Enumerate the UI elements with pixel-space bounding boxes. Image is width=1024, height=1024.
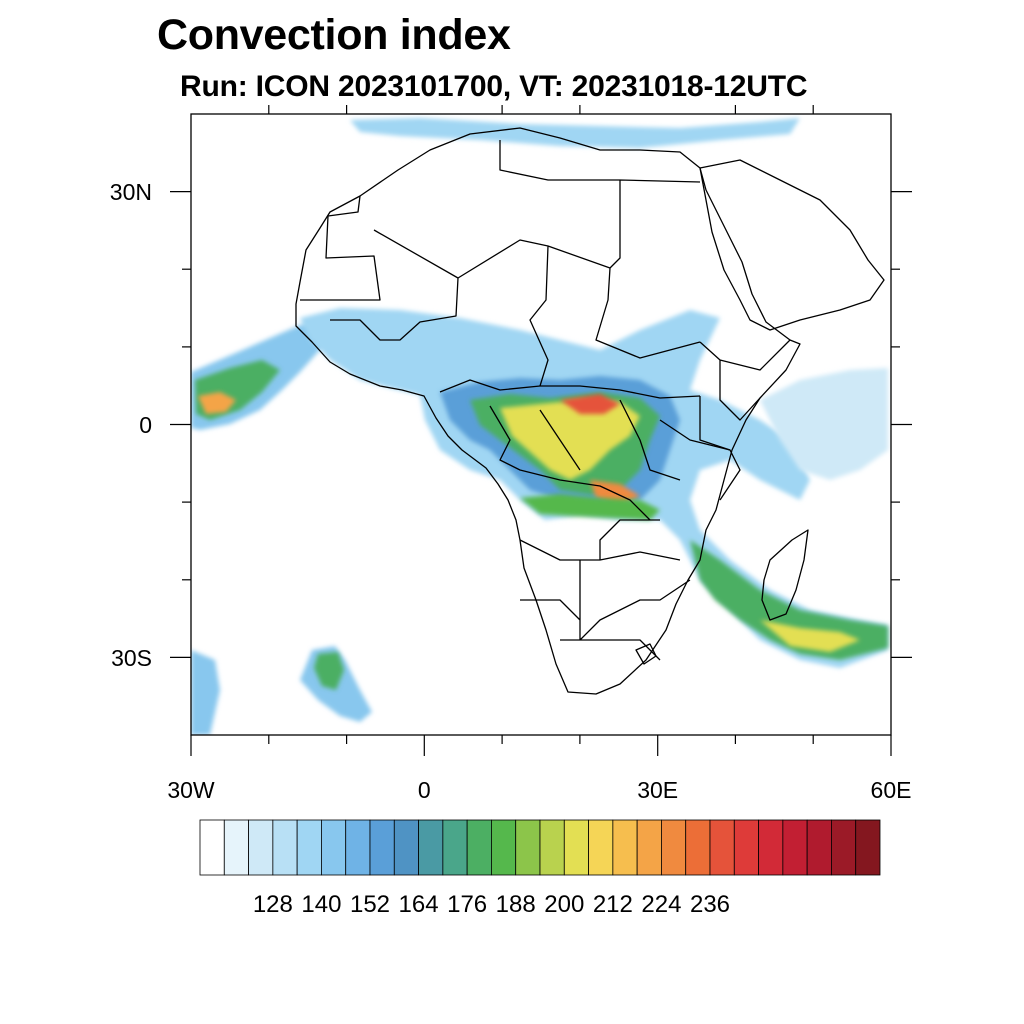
colorbar-swatch-25 (806, 819, 832, 876)
convection-area-congo-warm (500, 400, 640, 480)
convection-area-congo-peak (560, 394, 620, 414)
y-tick-label-30n: 30N (110, 179, 152, 205)
africa-coastline (295, 127, 801, 695)
colorbar (199, 819, 881, 876)
colorbar-swatch-19 (661, 819, 687, 876)
colorbar-swatch-13 (515, 819, 541, 876)
convection-area-indian-ocean (760, 368, 888, 480)
colorbar-swatch-6 (345, 819, 371, 876)
x-tick-label-0: 0 (418, 777, 431, 803)
colorbar-labels: 128 140 152 164 176 188 200 212 224 236 (253, 891, 730, 918)
colorbar-swatch-2 (248, 819, 274, 876)
colorbar-swatch-14 (539, 819, 565, 876)
colorbar-swatch-22 (733, 819, 759, 876)
arabia-outline (699, 159, 885, 331)
convection-area-southwest-corner (191, 650, 220, 735)
colorbar-swatch-20 (685, 819, 711, 876)
x-tick-label-30w: 30W (167, 777, 215, 803)
figure-title: Convection index (157, 11, 511, 59)
colorbar-swatch-1 (223, 819, 249, 876)
convection-area-atlantic-peak (198, 392, 236, 414)
x-tick-label-60e: 60E (871, 777, 912, 803)
colorbar-label-176: 176 (447, 891, 487, 918)
figure-subtitle: Run: ICON 2023101700, VT: 20231018-12UTC (180, 70, 808, 103)
colorbar-label-152: 152 (350, 891, 390, 918)
north-africa-borders (300, 140, 701, 387)
central-africa-borders (439, 379, 731, 521)
colorbar-swatch-18 (636, 819, 662, 876)
colorbar-label-212: 212 (593, 891, 633, 918)
colorbar-swatch-27 (855, 819, 881, 876)
colorbar-label-140: 140 (301, 891, 341, 918)
colorbar-swatch-23 (758, 819, 784, 876)
colorbar-swatch-7 (369, 819, 395, 876)
colorbar-label-236: 236 (690, 891, 730, 918)
colorbar-label-200: 200 (544, 891, 584, 918)
convection-field (191, 118, 888, 735)
southern-africa-borders (519, 519, 691, 661)
lesotho-outline (635, 643, 657, 665)
colorbar-label-224: 224 (641, 891, 681, 918)
colorbar-swatch-10 (442, 819, 468, 876)
colorbar-swatch-0 (199, 819, 225, 876)
convection-area-mozambique-warm (760, 620, 860, 652)
colorbar-label-188: 188 (496, 891, 536, 918)
axis-ticks (170, 105, 912, 756)
x-tick-label-30e: 30E (637, 777, 678, 803)
colorbar-swatch-5 (321, 819, 347, 876)
colorbar-swatch-16 (588, 819, 614, 876)
colorbar-swatch-9 (418, 819, 444, 876)
colorbar-swatch-21 (709, 819, 735, 876)
colorbar-swatch-11 (466, 819, 492, 876)
east-africa-borders (699, 339, 791, 501)
y-tick-label-30s: 30S (111, 645, 152, 671)
madagascar-outline (761, 529, 809, 621)
colorbar-swatch-12 (491, 819, 517, 876)
convection-area-mediterranean (350, 118, 800, 148)
convection-area-south-atlantic-core (314, 652, 344, 690)
colorbar-label-164: 164 (399, 891, 439, 918)
colorbar-swatch-26 (831, 819, 857, 876)
colorbar-swatch-17 (612, 819, 638, 876)
colorbar-swatch-4 (296, 819, 322, 876)
convection-area-mozambique-band (690, 540, 888, 660)
colorbar-swatch-3 (272, 819, 298, 876)
country-borders (295, 127, 885, 695)
colorbar-swatch-24 (782, 819, 808, 876)
y-tick-label-0: 0 (139, 412, 152, 438)
convection-area-angola-belt (520, 494, 660, 520)
colorbar-swatch-15 (563, 819, 589, 876)
colorbar-label-128: 128 (253, 891, 293, 918)
colorbar-swatch-8 (393, 819, 419, 876)
